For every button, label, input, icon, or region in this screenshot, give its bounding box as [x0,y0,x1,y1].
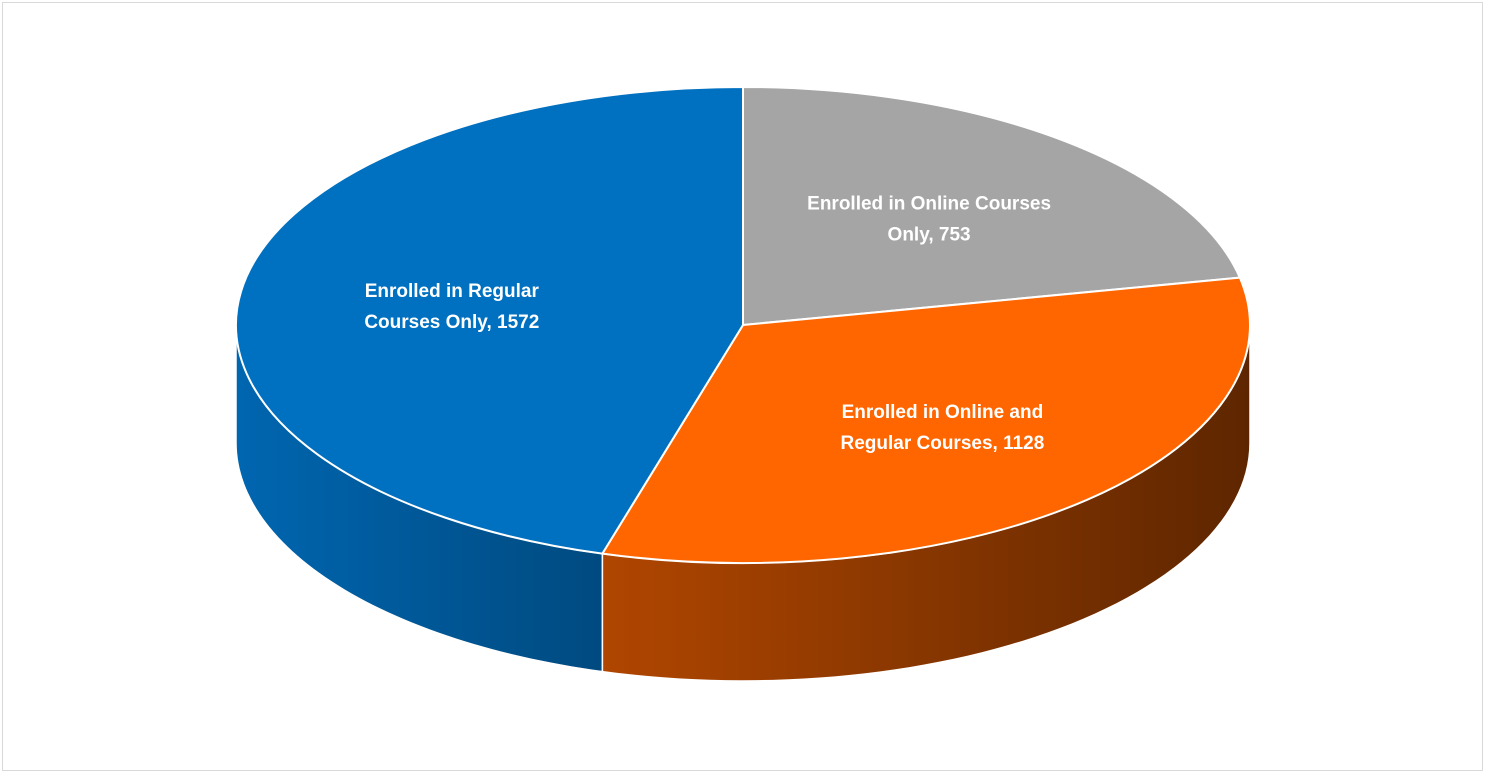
data-label-line: Courses Only, 1572 [364,312,539,333]
data-label-enrolled-in-regular-courses-only: Enrolled in Regular Courses Only, 1572 [364,281,539,333]
data-label-line: Enrolled in Regular [365,281,540,302]
data-label-line: Enrolled in Online Courses [807,194,1051,215]
data-label-line: Regular Courses, 1128 [840,433,1044,454]
data-labels: Enrolled in Online Courses Only, 753Enrol… [364,194,1051,454]
data-label-enrolled-in-online-courses-only: Enrolled in Online Courses Only, 753 [807,194,1051,246]
data-label-line: Only, 753 [888,225,971,246]
pie-slice-enrolled-in-online-courses-only [742,86,1241,326]
pie-slice-enrolled-in-regular-courses-only [234,86,744,555]
pie-slice-enrolled-in-online-and-regular-courses [601,276,1251,564]
pie-tops [234,86,1251,564]
data-label-line: Enrolled in Online and [842,402,1044,423]
data-label-enrolled-in-online-and-regular-courses: Enrolled in Online and Regular Courses, 1… [840,402,1044,454]
